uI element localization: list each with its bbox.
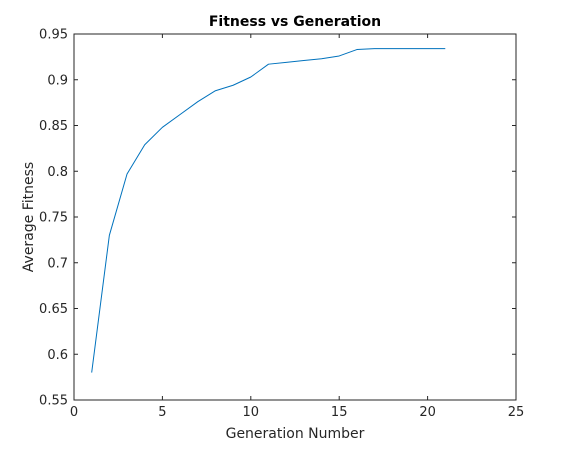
series-line-average-fitness — [91, 48, 446, 373]
y-axis-label: Average Fitness — [21, 162, 37, 272]
x-axis-label: Generation Number — [226, 426, 365, 442]
y-tick-label: 0.95 — [39, 28, 68, 43]
ticks-layer — [73, 33, 517, 401]
tick-labels-layer: 0 5 10 15 20 25 0.55 0.6 0.65 0.7 0.75 0.8 0.85 0.9 0.… — [39, 28, 524, 421]
x-tick-label: 25 — [508, 405, 525, 420]
x-tick-label: 20 — [419, 405, 436, 420]
plot-area — [73, 33, 517, 401]
y-tick-label: 0.8 — [47, 165, 68, 180]
y-tick-label: 0.7 — [47, 256, 68, 271]
y-tick-label: 0.75 — [39, 211, 68, 226]
x-tick-label: 15 — [331, 405, 348, 420]
y-tick-label: 0.65 — [39, 302, 68, 317]
x-tick-label: 10 — [243, 405, 260, 420]
y-tick-label: 0.9 — [47, 73, 68, 88]
y-tick-label: 0.55 — [39, 394, 68, 409]
x-tick-label: 5 — [158, 405, 166, 420]
y-tick-label: 0.6 — [47, 348, 68, 363]
x-tick-label: 0 — [70, 405, 78, 420]
chart-title: Fitness vs Generation — [209, 14, 381, 30]
series-layer — [91, 48, 446, 373]
y-tick-label: 0.85 — [39, 119, 68, 134]
